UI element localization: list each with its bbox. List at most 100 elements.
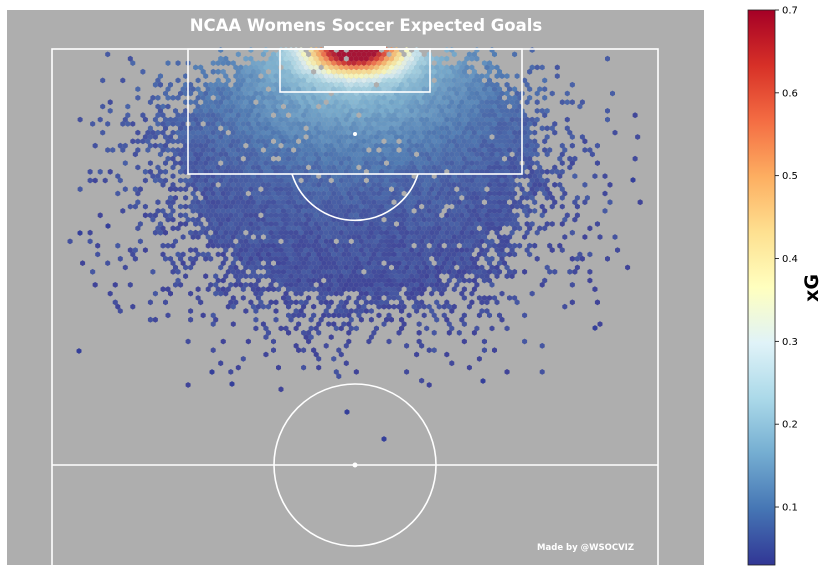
xg-hexbin [163,168,168,175]
xg-hexbin [163,125,168,132]
xg-hexbin [399,203,405,210]
xg-hexbin [107,168,113,175]
xg-hexbin [444,221,450,227]
xg-hexbin [401,147,407,153]
xg-hexbin [419,177,425,184]
xg-hexbin [190,138,196,145]
xg-hexbin [459,99,465,106]
xg-hexbin [326,94,332,101]
xg-hexbin [286,242,292,249]
xg-hexbin [77,186,83,193]
xg-hexbin [394,177,399,184]
xg-hexbin [371,181,377,188]
xg-hexbin [409,229,415,236]
xg-hexbin [338,99,344,106]
xg-hexbin [494,134,500,140]
xg-hexbin [384,73,389,79]
xg-hexbin [193,64,199,71]
xg-hexbin [502,208,507,214]
xg-hexbin [183,195,189,201]
xg-hexbin [396,225,402,232]
xg-hexbin [464,142,470,149]
xg-hexbin [243,125,249,132]
xg-hexbin [474,177,480,184]
xg-hexbin [343,195,349,201]
xg-hexbin [451,242,457,249]
xg-hexbin [333,108,339,114]
xg-hexbin [366,208,372,214]
xg-hexbin [311,225,317,232]
xg-hexbin [291,225,297,232]
xg-hexbin [291,155,297,162]
xg-hexbin [414,125,420,132]
xg-hexbin [429,238,435,245]
xg-hexbin [484,81,490,88]
xg-hexbin [471,121,477,127]
xg-hexbin [459,151,465,158]
xg-hexbin [140,138,146,145]
xg-hexbin [497,225,502,232]
xg-hexbin [298,116,304,123]
xg-hexbin [597,234,603,240]
xg-hexbin [469,229,475,236]
xg-hexbin [446,77,452,84]
xg-hexbin [474,195,480,201]
xg-hexbin [210,60,216,66]
xg-hexbin [464,177,470,184]
xg-hexbin [205,199,211,206]
xg-hexbin [509,108,515,114]
xg-hexbin [464,134,470,140]
xg-hexbin [338,229,344,236]
xg-hexbin [218,229,224,236]
xg-hexbin [353,195,359,201]
colorbar-gradient [747,9,776,566]
xg-hexbin [469,221,475,227]
xg-hexbin [539,108,545,114]
xg-hexbin [210,216,216,223]
xg-hexbin [439,134,445,140]
xg-hexbin [341,112,347,119]
xg-hexbin [421,216,427,223]
xg-hexbin [404,177,410,184]
xg-hexbin [157,168,163,175]
xg-hexbin [255,147,261,153]
xg-hexbin [537,164,543,171]
xg-hexbin [429,160,435,166]
xg-hexbin [379,221,384,227]
xg-hexbin [406,112,412,119]
xg-hexbin [371,208,377,214]
xg-hexbin [464,195,470,201]
xg-hexbin [243,99,249,106]
xg-hexbin [527,225,533,232]
xg-hexbin [363,108,369,114]
xg-hexbin [381,155,387,162]
xg-hexbin [399,186,405,193]
xg-hexbin [293,195,299,201]
xg-hexbin [278,186,284,193]
xg-hexbin [316,242,322,249]
xg-hexbin [466,242,472,249]
xg-hexbin [522,234,528,240]
xg-hexbin [421,138,427,145]
xg-hexbin [298,125,304,132]
xg-hexbin [371,138,377,145]
xg-hexbin [479,238,485,245]
xg-hexbin [195,216,201,223]
xg-hexbin [240,86,246,92]
xg-hexbin [419,134,425,140]
xg-hexbin [253,125,259,132]
xg-hexbin [180,121,186,127]
xg-hexbin [321,164,327,171]
xg-hexbin [504,195,510,201]
xg-hexbin [260,68,266,75]
xg-hexbin [203,229,209,236]
xg-hexbin [168,203,173,210]
xg-hexbin [436,147,442,153]
xg-hexbin [326,164,332,171]
xg-hexbin [296,60,302,66]
xg-hexbin [243,195,249,201]
xg-hexbin [165,216,171,223]
xg-hexbin [165,199,171,206]
xg-hexbin [313,238,319,245]
xg-hexbin [165,138,171,145]
